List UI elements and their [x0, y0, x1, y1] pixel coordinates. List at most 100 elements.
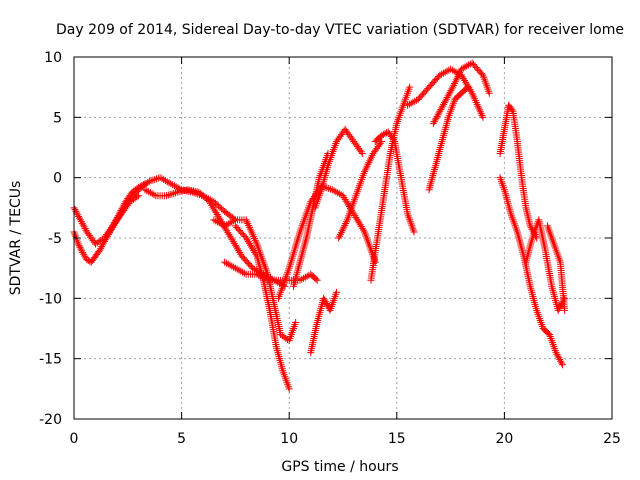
data-point — [355, 219, 363, 227]
data-point — [168, 190, 176, 198]
y-tick-label: -10 — [39, 291, 62, 307]
data-point — [98, 235, 106, 243]
data-point — [250, 247, 258, 255]
data-point — [479, 113, 487, 121]
series-arc-15 — [404, 65, 487, 121]
data-point — [172, 183, 180, 191]
data-point — [447, 65, 455, 73]
data-point — [228, 262, 236, 270]
data-point — [224, 229, 232, 237]
data-point — [143, 187, 151, 195]
data-point — [231, 241, 239, 249]
data-point — [161, 177, 169, 185]
tick-labels: 0 5 10 15 20 25 -20 -15 -10 -5 0 5 10 — [39, 50, 621, 447]
y-tick-label: 10 — [44, 50, 62, 66]
data-point — [379, 131, 387, 139]
data-point — [453, 74, 461, 82]
data-point — [174, 184, 182, 192]
data-point — [231, 264, 239, 272]
data-point — [352, 213, 360, 221]
data-point — [339, 192, 347, 200]
data-point — [464, 83, 472, 91]
data-point — [361, 168, 369, 176]
data-point — [378, 137, 386, 145]
data-point — [459, 64, 467, 72]
data-point — [357, 148, 365, 156]
data-point — [337, 229, 345, 237]
data-point — [103, 232, 111, 240]
data-point — [104, 230, 112, 238]
data-point — [441, 68, 449, 76]
data-point — [106, 229, 114, 237]
data-point — [456, 69, 464, 77]
series-arc-17 — [429, 59, 493, 127]
data-point — [339, 225, 347, 233]
data-point — [354, 217, 362, 225]
data-point — [74, 240, 82, 248]
series-arc-13 — [367, 83, 414, 284]
data-point — [164, 191, 172, 199]
data-point — [336, 230, 344, 238]
data-point — [461, 77, 469, 85]
data-point — [365, 159, 373, 167]
data-point — [251, 248, 259, 256]
data-point — [245, 239, 253, 247]
data-point — [336, 232, 344, 240]
data-point — [450, 81, 458, 89]
data-point — [228, 218, 236, 226]
data-point — [224, 260, 232, 268]
data-point — [409, 98, 417, 106]
data-point — [340, 194, 348, 202]
data-point — [234, 245, 242, 253]
data-point — [362, 164, 370, 172]
data-point — [249, 264, 257, 272]
data-point — [165, 179, 173, 187]
data-point — [114, 214, 122, 222]
data-point — [108, 225, 116, 233]
data-point — [208, 201, 216, 209]
data-point — [358, 224, 366, 232]
data-point — [328, 186, 336, 194]
y-axis-label: SDTVAR / TECUs — [8, 181, 24, 296]
data-point — [122, 201, 130, 209]
series-arc-8 — [290, 150, 332, 290]
data-point — [224, 220, 232, 228]
data-point — [367, 153, 375, 161]
data-point — [361, 166, 369, 174]
data-point — [478, 70, 486, 78]
data-point — [166, 191, 174, 199]
data-point — [450, 80, 458, 88]
data-point — [559, 361, 567, 369]
y-tick-label: 0 — [53, 171, 62, 187]
data-point — [221, 258, 229, 266]
data-point — [248, 243, 256, 251]
x-tick-label: 0 — [70, 431, 79, 447]
data-point — [258, 273, 266, 281]
data-point — [260, 274, 268, 282]
data-point — [463, 62, 471, 70]
series-arc-10 — [311, 125, 366, 212]
data-point — [213, 218, 221, 226]
data-point — [158, 175, 166, 183]
data-point — [226, 219, 234, 227]
data-point — [356, 221, 364, 229]
data-point — [111, 220, 119, 228]
data-point — [300, 274, 308, 282]
data-point — [340, 223, 348, 231]
data-point — [436, 71, 444, 79]
data-point — [448, 66, 456, 74]
data-point — [561, 306, 569, 314]
data-point — [313, 276, 321, 284]
data-point — [378, 131, 386, 139]
series-arc-19 — [496, 174, 567, 369]
data-point — [207, 200, 215, 208]
data-point — [344, 201, 352, 209]
data-point — [163, 178, 171, 186]
data-point — [222, 259, 230, 267]
data-point — [351, 212, 359, 220]
data-point — [406, 83, 414, 91]
data-point — [146, 189, 154, 197]
data-point — [239, 268, 247, 276]
data-point — [214, 212, 222, 220]
data-point — [227, 234, 235, 242]
